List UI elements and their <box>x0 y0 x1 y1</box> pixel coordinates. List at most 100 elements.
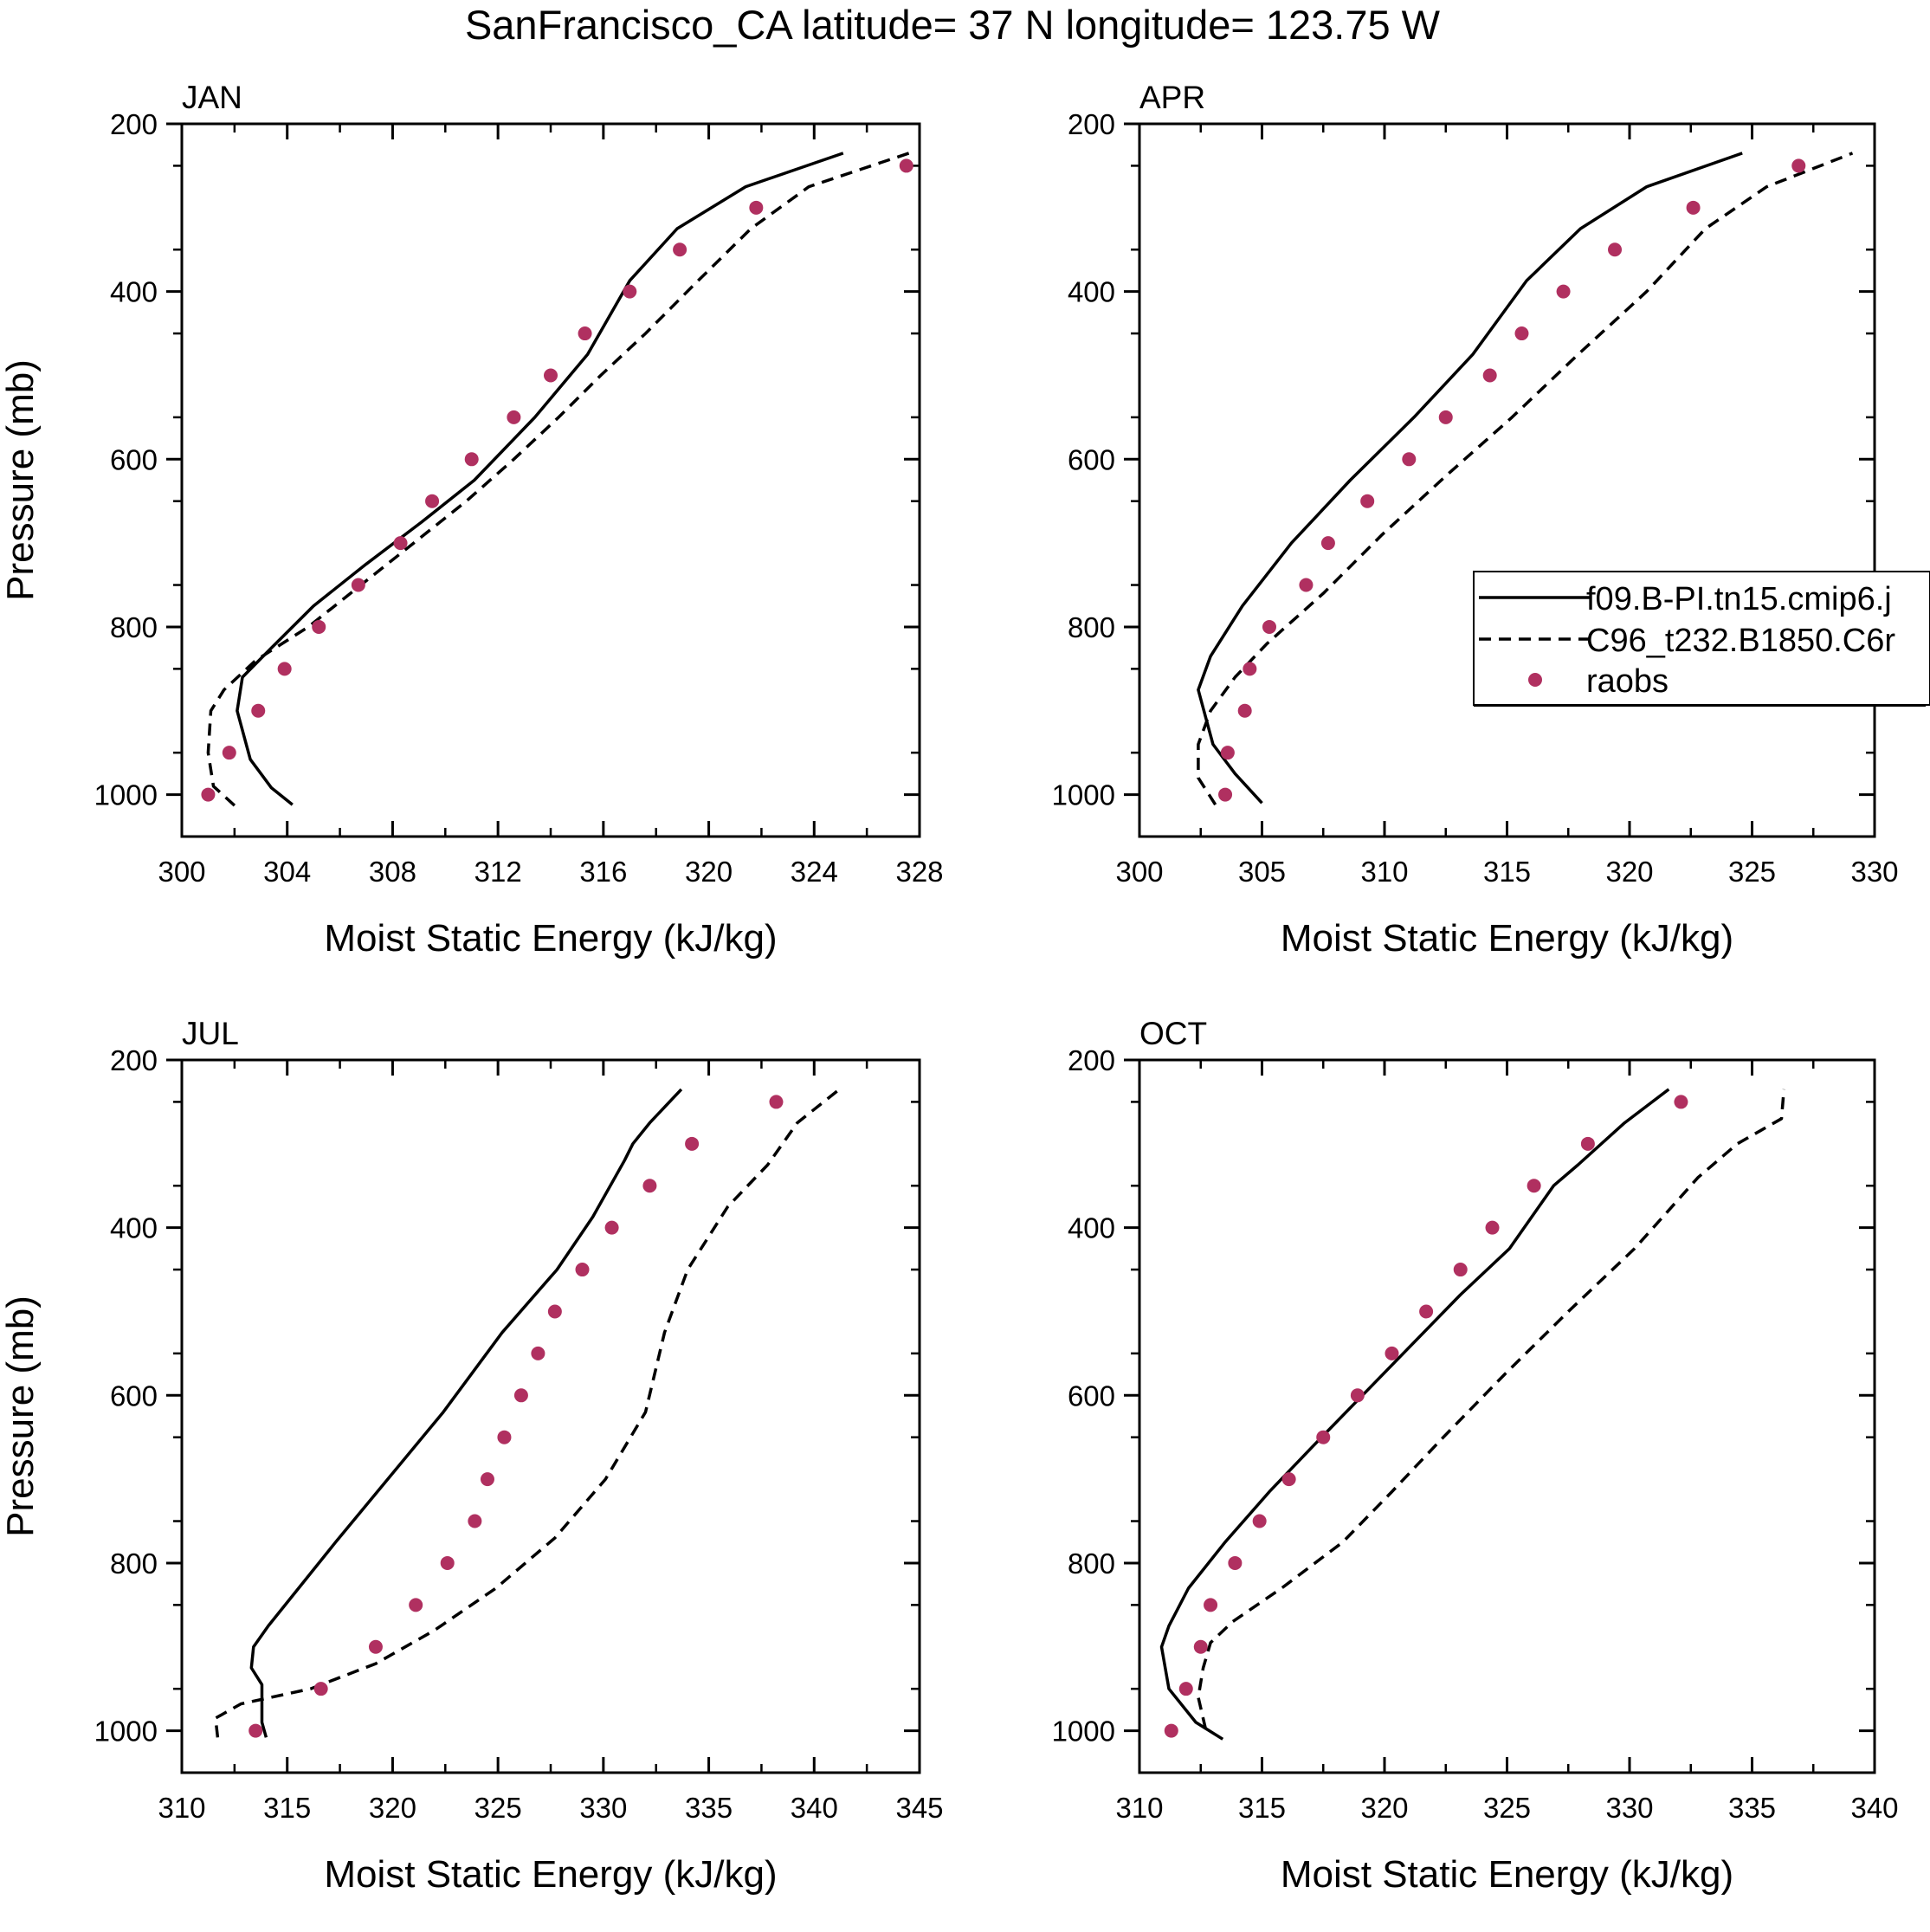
x-tick-label: 315 <box>263 1792 311 1824</box>
x-tick-label: 345 <box>895 1792 943 1824</box>
raobs-point <box>604 1220 619 1235</box>
raobs-point <box>769 1095 784 1109</box>
y-tick-label: 400 <box>1068 1212 1115 1244</box>
x-axis-label: Moist Static Energy (kJ/kg) <box>324 1853 777 1896</box>
x-tick-label: 325 <box>1483 1792 1531 1824</box>
raobs-point <box>409 1598 423 1612</box>
x-tick-label: 310 <box>1360 856 1408 888</box>
raobs-point <box>497 1430 512 1444</box>
raobs-point <box>312 619 326 634</box>
figure-title: SanFrancisco_CA latitude= 37 N longitude… <box>465 2 1441 48</box>
legend: f09.B-PI.tn15.cmip6.j C96_t232.B1850.C6r… <box>1473 571 1930 707</box>
x-tick-label: 320 <box>369 1792 416 1824</box>
series-line-dashed <box>214 1088 841 1738</box>
raobs-point <box>464 452 479 467</box>
series-line-dashed <box>1197 1089 1786 1730</box>
y-tick-label: 1000 <box>1052 779 1115 811</box>
raobs-point <box>1204 1598 1218 1612</box>
raobs-point <box>1243 662 1257 676</box>
x-tick-label: 320 <box>1360 1792 1408 1824</box>
x-tick-label: 315 <box>1238 1792 1286 1824</box>
raobs-point <box>393 536 408 551</box>
raobs-point <box>507 410 521 424</box>
x-tick-label: 324 <box>791 856 838 888</box>
raobs-point <box>531 1346 545 1360</box>
raobs-point <box>425 494 440 508</box>
x-tick-label: 320 <box>685 856 733 888</box>
panel-title: JUL <box>182 1016 239 1051</box>
x-tick-label: 335 <box>1728 1792 1776 1824</box>
x-tick-label: 340 <box>1850 1792 1898 1824</box>
y-tick-label: 600 <box>1068 1380 1115 1412</box>
panels: JAN 300 304 308 312 316 320 324 328 200 400 600 800 1… <box>0 80 1899 1896</box>
raobs-point <box>1164 1723 1178 1738</box>
series-line-dashed <box>1197 152 1854 806</box>
raobs-point <box>1674 1095 1688 1109</box>
series-raobs <box>1164 1095 1688 1738</box>
x-tick-label: 310 <box>1115 1792 1163 1824</box>
legend-label-raobs: raobs <box>1586 663 1669 700</box>
x-tick-label: 325 <box>474 1792 522 1824</box>
raobs-point <box>1262 619 1276 634</box>
raobs-point <box>685 1136 700 1151</box>
y-tick-label: 800 <box>110 1548 158 1580</box>
x-tick-label: 330 <box>1850 856 1898 888</box>
raobs-point <box>1402 452 1417 467</box>
raobs-point <box>201 787 216 802</box>
y-tick-label: 800 <box>1068 611 1115 643</box>
raobs-point <box>1320 536 1335 551</box>
x-tick-label: 328 <box>895 856 943 888</box>
x-tick-label: 316 <box>579 856 627 888</box>
y-tick-label: 1000 <box>94 1716 158 1748</box>
raobs-point <box>313 1682 328 1696</box>
raobs-point <box>1438 410 1453 424</box>
x-tick-label: 335 <box>685 1792 733 1824</box>
series-raobs <box>201 158 913 802</box>
raobs-point <box>251 703 266 718</box>
raobs-point <box>575 1263 590 1277</box>
y-tick-label: 1000 <box>94 779 158 811</box>
raobs-point <box>1350 1388 1365 1403</box>
x-tick-label: 310 <box>158 1792 205 1824</box>
series-raobs <box>1218 158 1806 802</box>
raobs-point <box>899 158 913 173</box>
panel-apr: APR 300 305 310 315 320 325 330 200 400 600 800 1000… <box>1052 80 1899 960</box>
raobs-point <box>749 200 764 215</box>
x-axis-label: Moist Static Energy (kJ/kg) <box>1281 917 1733 960</box>
raobs-point <box>1360 494 1375 508</box>
raobs-point <box>1385 1346 1399 1360</box>
raobs-point <box>480 1472 494 1487</box>
series-line-solid <box>1159 1088 1670 1741</box>
panel-title: OCT <box>1139 1016 1207 1051</box>
raobs-point <box>277 662 292 676</box>
x-tick-label: 305 <box>1238 856 1286 888</box>
panel-title: JAN <box>182 80 242 115</box>
y-tick-label: 400 <box>110 276 158 308</box>
raobs-point <box>1791 158 1806 173</box>
x-tick-label: 312 <box>474 856 522 888</box>
y-tick-label: 400 <box>1068 276 1115 308</box>
raobs-point <box>351 578 365 592</box>
x-tick-label: 340 <box>791 1792 838 1824</box>
legend-marker-swatch <box>1528 673 1542 687</box>
raobs-point <box>249 1723 263 1738</box>
legend-label-model-1: f09.B-PI.tn15.cmip6.j <box>1586 581 1892 617</box>
x-tick-label: 330 <box>579 1792 627 1824</box>
raobs-point <box>547 1304 562 1319</box>
y-tick-label: 200 <box>110 1044 158 1076</box>
x-axis-label: Moist Static Energy (kJ/kg) <box>324 917 777 960</box>
raobs-point <box>1580 1136 1595 1151</box>
raobs-point <box>1686 200 1701 215</box>
raobs-point <box>468 1514 482 1528</box>
y-tick-label: 800 <box>1068 1548 1115 1580</box>
raobs-point <box>1281 1472 1296 1487</box>
raobs-point <box>1218 787 1233 802</box>
raobs-point <box>1419 1304 1434 1319</box>
raobs-point <box>1482 368 1497 383</box>
x-tick-label: 300 <box>158 856 205 888</box>
panel-oct: OCT 310 315 320 325 330 335 340 200 400 600 800 1000… <box>1052 1016 1899 1896</box>
raobs-point <box>1453 1263 1468 1277</box>
raobs-point <box>1228 1555 1243 1570</box>
